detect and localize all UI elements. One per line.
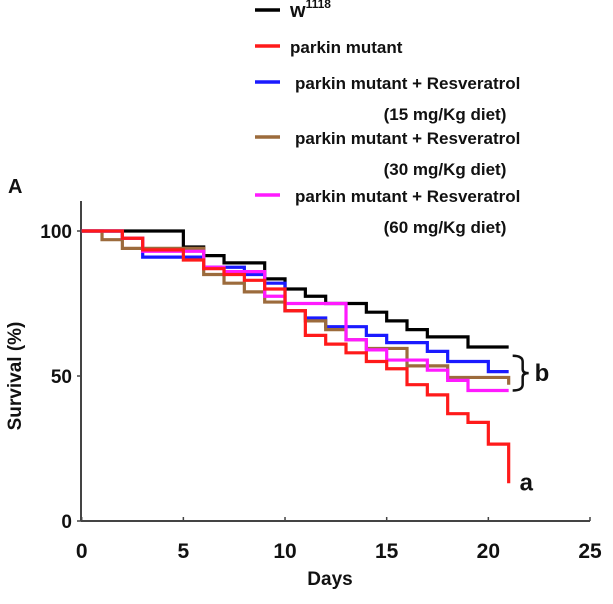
x-tick-label: 0 xyxy=(76,540,88,563)
legend-label: parkin mutant + Resveratrol xyxy=(295,187,520,206)
x-tick-label: 10 xyxy=(273,540,296,563)
legend-label: parkin mutant xyxy=(290,38,403,57)
legend-label: w1118 xyxy=(289,0,331,22)
x-tick-label: 20 xyxy=(477,540,500,563)
series-line-2 xyxy=(81,229,511,385)
x-tick-label: 5 xyxy=(178,540,190,563)
axes: 0 5 10 15 20 25 0 50 100 xyxy=(40,201,602,563)
x-tick-label: 15 xyxy=(375,540,399,563)
legend-sublabel: (15 mg/Kg diet) xyxy=(384,105,507,124)
bracket-b xyxy=(512,354,529,392)
x-ticks: 0 5 10 15 20 25 xyxy=(76,517,602,563)
x-tick-label: 25 xyxy=(578,540,602,563)
panel-label: A xyxy=(8,176,22,198)
y-ticks: 0 50 100 xyxy=(40,222,81,533)
series-group xyxy=(81,229,511,484)
series-line-0 xyxy=(81,229,509,349)
x-axis-label: Days xyxy=(307,569,352,590)
annotation-a: a xyxy=(520,469,534,496)
series-line-4 xyxy=(81,229,511,484)
legend-sublabel: (30 mg/Kg diet) xyxy=(384,160,507,179)
legend-label: parkin mutant + Resveratrol xyxy=(295,129,520,148)
y-axis-label: Survival (%) xyxy=(5,322,26,431)
legend-label: parkin mutant + Resveratrol xyxy=(295,74,520,93)
legend-sublabel: (60 mg/Kg diet) xyxy=(384,218,507,237)
legend: w1118 parkin mutant parkin mutant + Resver… xyxy=(255,0,520,237)
legend-superscript: 1118 xyxy=(306,0,332,11)
annotations: ab xyxy=(512,354,550,496)
y-tick-label: 50 xyxy=(51,367,72,388)
annotation-b: b xyxy=(535,360,550,387)
y-tick-label: 0 xyxy=(61,512,72,533)
y-tick-label: 100 xyxy=(40,222,72,243)
